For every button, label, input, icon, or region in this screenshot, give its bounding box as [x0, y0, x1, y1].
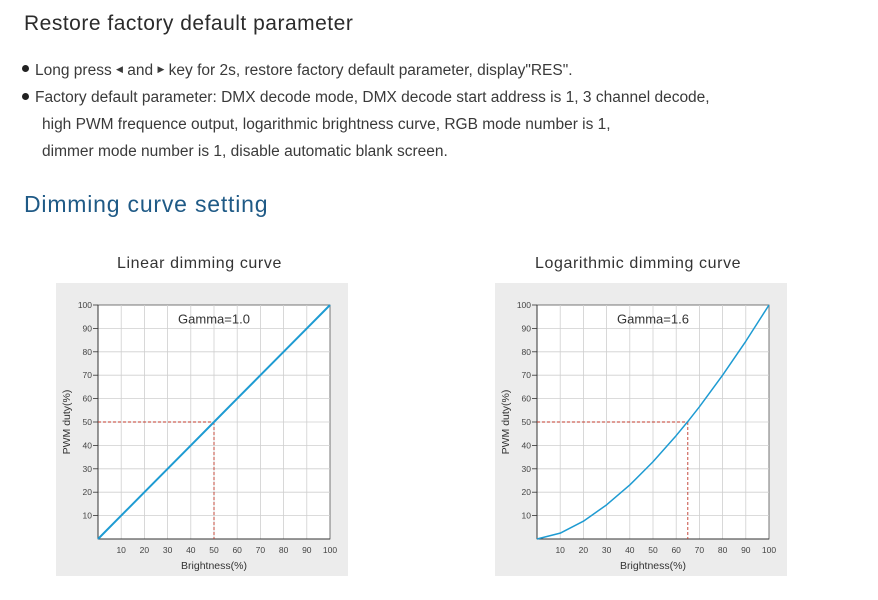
y-tick-label: 60: [522, 394, 532, 404]
y-tick-label: 40: [83, 440, 93, 450]
y-tick-label: 50: [522, 417, 532, 427]
x-tick-label: 90: [741, 545, 751, 555]
y-axis-label: PWM duty(%): [61, 390, 73, 455]
y-tick-label: 100: [78, 300, 92, 310]
x-tick-label: 40: [625, 545, 635, 555]
x-axis-label: Brightness(%): [181, 560, 247, 572]
bullet1-mid: and: [127, 62, 154, 79]
x-tick-label: 20: [579, 545, 589, 555]
chart-title-linear: Linear dimming curve: [117, 255, 282, 272]
x-tick-label: 100: [323, 545, 337, 555]
x-tick-label: 70: [695, 545, 705, 555]
y-tick-label: 70: [522, 370, 532, 380]
bullet2-line-1: Factory default parameter: DMX decode mo…: [35, 89, 710, 107]
logarithmic-dimming-chart: 10 20 30 40 50 60 70 80 90 100 10 20 30 40 50 60 70 80 90 1…: [500, 300, 776, 572]
x-tick-label: 60: [232, 545, 242, 555]
y-tick-label: 30: [522, 464, 532, 474]
x-tick-label: 60: [671, 545, 681, 555]
section-title-restore: Restore factory default parameter: [24, 12, 354, 35]
x-tick-label: 50: [209, 545, 219, 555]
x-tick-label: 70: [256, 545, 266, 555]
x-tick-label: 10: [555, 545, 565, 555]
dimming-curve-line: [97, 304, 331, 540]
y-tick-label: 60: [83, 394, 93, 404]
bullet1-pre: Long press: [35, 62, 112, 79]
y-tick-label: 40: [522, 440, 532, 450]
bullet1-post: key for 2s, restore factory default para…: [168, 62, 573, 79]
bullet2-line-2: high PWM frequence output, logarithmic b…: [42, 116, 611, 134]
left-triangle-key-icon: ◀: [116, 64, 123, 75]
y-tick-label: 90: [522, 323, 532, 333]
y-tick-label: 20: [522, 487, 532, 497]
chart-title-logarithmic: Logarithmic dimming curve: [535, 255, 742, 272]
x-tick-label: 20: [140, 545, 150, 555]
x-tick-label: 100: [762, 545, 776, 555]
y-tick-label: 80: [83, 347, 93, 357]
y-tick-label: 70: [83, 370, 93, 380]
chart-panel-linear: 10 20 30 40 50 60 70 80 90 100 10 20 30 40 50 60 70 80 90 1…: [56, 283, 348, 576]
x-tick-label: 40: [186, 545, 196, 555]
x-tick-label: 80: [718, 545, 728, 555]
y-tick-label: 10: [83, 511, 93, 521]
y-tick-label: 30: [83, 464, 93, 474]
bullet2-line-3: dimmer mode number is 1, disable automat…: [42, 143, 448, 161]
y-tick-label: 80: [522, 347, 532, 357]
bullet-dot-icon: [22, 92, 29, 100]
x-tick-label: 50: [648, 545, 658, 555]
y-tick-label: 20: [83, 487, 93, 497]
x-axis-label: Brightness(%): [620, 560, 686, 572]
y-tick-label: 10: [522, 511, 532, 521]
bullet-factory-default: Factory default parameter: DMX decode mo…: [22, 84, 710, 111]
y-tick-label: 90: [83, 323, 93, 333]
x-tick-label: 10: [116, 545, 126, 555]
section-title-dimming: Dimming curve setting: [24, 191, 269, 217]
dimming-curve-line: [536, 304, 770, 540]
x-tick-label: 80: [279, 545, 289, 555]
y-tick-label: 50: [83, 417, 93, 427]
x-tick-label: 90: [302, 545, 312, 555]
gamma-annotation: Gamma=1.0: [178, 312, 250, 327]
bullet-long-press: Long press ◀ and ▶ key for 2s, restore f…: [22, 57, 710, 84]
y-tick-label: 100: [517, 300, 531, 310]
restore-description: Long press ◀ and ▶ key for 2s, restore f…: [22, 57, 710, 165]
x-tick-label: 30: [602, 545, 612, 555]
x-tick-label: 30: [163, 545, 173, 555]
chart-panel-logarithmic: 10 20 30 40 50 60 70 80 90 100 10 20 30 40 50 60 70 80 90 1…: [495, 283, 787, 576]
linear-dimming-chart: 10 20 30 40 50 60 70 80 90 100 10 20 30 40 50 60 70 80 90 1…: [61, 300, 337, 572]
bullet-dot-icon: [22, 65, 29, 73]
y-axis-label: PWM duty(%): [500, 390, 512, 455]
gamma-annotation: Gamma=1.6: [617, 312, 689, 327]
right-triangle-key-icon: ▶: [157, 64, 165, 75]
